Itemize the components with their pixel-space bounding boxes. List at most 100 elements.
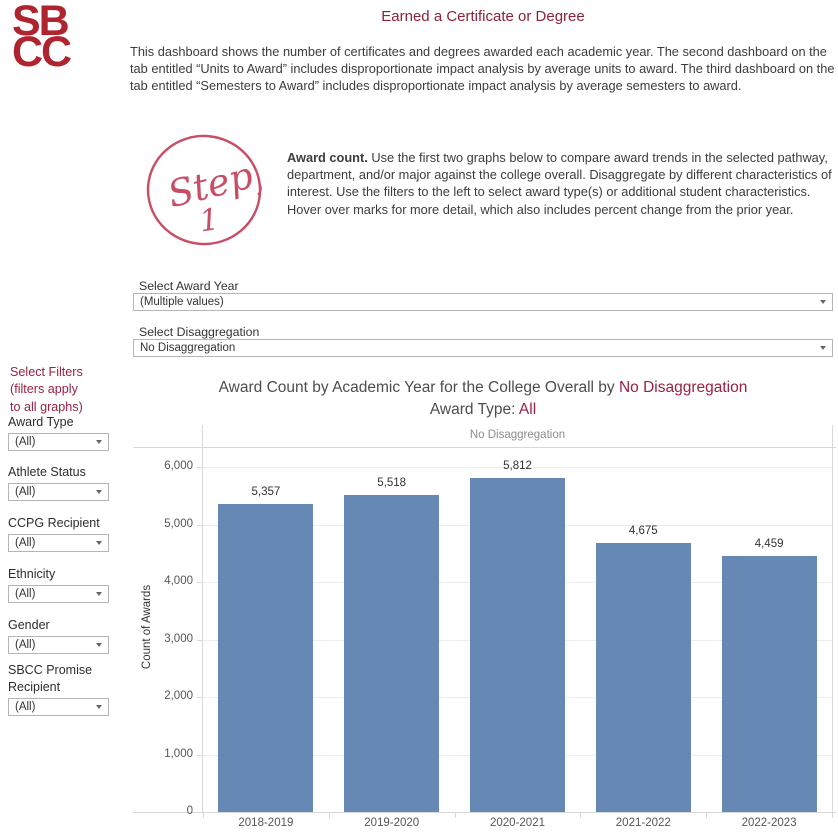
filter-ccpg-recipient-dropdown[interactable]: (All) <box>8 534 109 552</box>
chevron-down-icon <box>96 541 102 545</box>
y-tick-label: 4,000 <box>164 575 193 588</box>
filter-label: Gender <box>8 618 50 632</box>
filter-sbcc-promise-recipient-dropdown[interactable]: (All) <box>8 698 109 716</box>
filters-heading: Select Filters (filters apply to all gra… <box>10 364 122 416</box>
logo-line-2: CC <box>12 28 72 76</box>
filter-value: (All) <box>15 701 36 713</box>
filter-value: (All) <box>15 486 36 498</box>
y-axis-tick <box>197 639 202 641</box>
y-axis-tick <box>197 524 202 526</box>
y-tick-label: 0 <box>186 805 193 817</box>
bar-2022-2023[interactable] <box>721 555 817 812</box>
filter-value: (All) <box>15 639 36 651</box>
y-axis-tick <box>197 697 202 699</box>
bar-value-label: 4,675 <box>628 525 658 538</box>
y-axis-tick <box>197 582 202 584</box>
x-axis-line <box>133 812 836 813</box>
intro-text: This dashboard shows the number of certi… <box>130 44 835 93</box>
y-tick-label: 5,000 <box>164 517 193 530</box>
y-axis-tick <box>197 467 202 469</box>
filter-group-gender: Gender (All) <box>8 617 109 654</box>
filter-group-ethnicity: Ethnicity (All) <box>8 566 109 603</box>
y-tick-label: 1,000 <box>164 747 193 760</box>
chevron-down-icon <box>96 490 102 494</box>
award-count-bar-chart: No Disaggregation Count of Awards 0 1,000… <box>133 425 836 838</box>
y-axis-line <box>202 425 203 812</box>
x-axis-tick <box>203 813 204 818</box>
disaggregation-label: Select Disaggregation <box>139 325 260 339</box>
filter-value: (All) <box>15 436 36 448</box>
x-axis-label-2021-2022[interactable]: 2021-2022 <box>615 817 671 829</box>
x-axis-label-2019-2020[interactable]: 2019-2020 <box>364 817 420 829</box>
filter-value: (All) <box>15 537 36 549</box>
chart-subtitle-text: Award Type: <box>429 400 519 418</box>
y-axis-tick <box>197 754 202 756</box>
disaggregation-value: No Disaggregation <box>140 342 236 354</box>
x-axis-tick <box>706 813 708 818</box>
y-axis-tick <box>197 812 202 813</box>
award-year-value: (Multiple values) <box>140 296 224 308</box>
x-axis-label-2020-2021[interactable]: 2020-2021 <box>489 817 545 829</box>
page-title: Earned a Certificate or Degree <box>381 8 585 25</box>
y-tick-label: 6,000 <box>164 460 193 473</box>
filter-award-type-dropdown[interactable]: (All) <box>8 433 109 451</box>
x-axis-tick <box>328 813 330 818</box>
bar-2018-2019[interactable] <box>218 504 314 812</box>
bar-2019-2020[interactable] <box>344 494 440 812</box>
panel-header-separator-line <box>133 447 836 448</box>
filter-ethnicity-dropdown[interactable]: (All) <box>8 585 109 603</box>
filter-label: Award Type <box>8 415 74 429</box>
chart-panel-header: No Disaggregation <box>469 429 566 441</box>
filter-group-athlete-status: Athlete Status (All) <box>8 464 109 501</box>
chart-title-text: Award Count by Academic Year for the Col… <box>218 379 619 396</box>
filters-heading-line: to all graphs) <box>10 399 83 414</box>
filter-label: CCPG Recipient <box>8 516 100 530</box>
step-1-badge-icon: Step 1 <box>146 134 262 246</box>
filter-group-award-type: Award Type (All) <box>8 414 109 451</box>
filter-group-sbcc-promise-recipient: SBCC Promise Recipient (All) <box>8 662 109 716</box>
chevron-down-icon <box>96 440 102 444</box>
filter-label: Ethnicity <box>8 567 56 581</box>
filter-value: (All) <box>15 588 36 600</box>
filters-heading-line: (filters apply <box>10 382 78 397</box>
panel-right-border-line <box>832 425 833 812</box>
chart-title-line2: Award Type: All <box>130 399 836 421</box>
x-axis-tick <box>454 813 456 818</box>
filter-label: Athlete Status <box>8 465 86 479</box>
step-description: Award count. Use the first two graphs be… <box>287 149 838 218</box>
x-axis-tick <box>832 813 833 818</box>
gridline <box>203 467 832 469</box>
bar-value-label: 5,357 <box>251 486 281 499</box>
x-axis-tick <box>580 813 582 818</box>
bar-2021-2022[interactable] <box>595 543 691 812</box>
bar-value-label: 4,459 <box>754 537 784 550</box>
chart-title: Award Count by Academic Year for the Col… <box>130 377 836 420</box>
award-year-dropdown[interactable]: (Multiple values) <box>133 293 833 311</box>
step-description-lead: Award count. <box>287 150 368 165</box>
x-axis-label-2022-2023[interactable]: 2022-2023 <box>741 817 797 829</box>
filter-gender-dropdown[interactable]: (All) <box>8 636 109 654</box>
filters-heading-line: Select Filters <box>10 365 83 379</box>
y-tick-label: 2,000 <box>164 690 193 703</box>
chevron-down-icon <box>820 300 826 304</box>
bar-value-label: 5,518 <box>377 476 407 489</box>
bar-value-label: 5,812 <box>503 459 532 472</box>
chevron-down-icon <box>96 705 102 709</box>
sbcc-logo: SB CC <box>12 0 72 76</box>
logo-line-1: SB <box>12 0 70 45</box>
bar-2020-2021[interactable] <box>470 477 565 812</box>
filter-label: SBCC Promise Recipient <box>8 663 93 694</box>
filter-group-ccpg-recipient: CCPG Recipient (All) <box>8 515 109 552</box>
step-badge-number: 1 <box>197 202 221 239</box>
chart-title-highlight: No Disaggregation <box>618 379 748 396</box>
award-year-label: Select Award Year <box>139 279 239 293</box>
chevron-down-icon <box>820 346 826 350</box>
filter-athlete-status-dropdown[interactable]: (All) <box>8 483 109 501</box>
y-tick-label: 3,000 <box>164 632 193 645</box>
chevron-down-icon <box>96 643 102 647</box>
x-axis-label-2018-2019[interactable]: 2018-2019 <box>238 817 294 829</box>
step-description-body: Use the first two graphs below to compar… <box>287 150 832 217</box>
disaggregation-dropdown[interactable]: No Disaggregation <box>133 339 833 357</box>
chart-subtitle-highlight: All <box>518 400 537 418</box>
chart-title-line1: Award Count by Academic Year for the Col… <box>130 377 836 399</box>
